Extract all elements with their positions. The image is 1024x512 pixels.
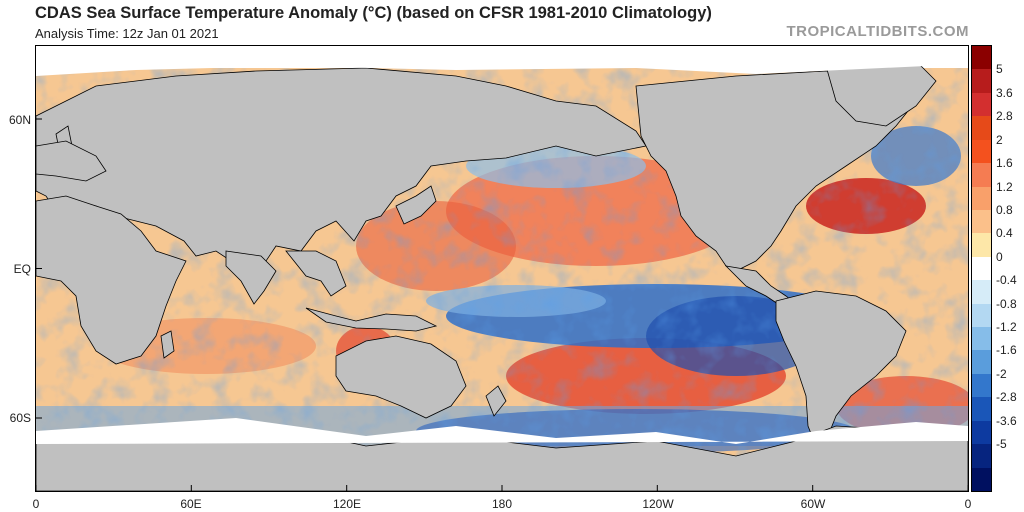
australia-landmass [335,335,467,419]
lat-label-eq: EQ [13,262,31,276]
colorbar-label: 1.2 [996,179,1013,194]
colorbar-segment [972,373,991,398]
lon-label-180: 180 [491,497,513,511]
map-tick-marks [36,118,968,491]
lat-label-60n: 60N [8,113,31,127]
arctic-ice [36,46,968,76]
lat-label-60s: 60S [9,411,31,425]
colorbar-segment [972,444,991,469]
new-zealand-landmass [485,385,507,417]
colorbar [971,45,992,492]
southeast-asia-landmass [285,250,347,297]
colorbar-label: 1.6 [996,156,1013,171]
colorbar-segment [972,350,991,375]
sea-ice [36,46,968,444]
colorbar-segment [972,92,991,117]
colorbar-segment [972,280,991,305]
colorbar-segment [972,186,991,211]
colorbar-segment [972,233,991,258]
lon-label-60w: 60W [800,497,826,511]
map-title: CDAS Sea Surface Temperature Anomaly (°C… [35,4,712,22]
colorbar-segment [972,209,991,234]
antarctic-ice [36,418,968,444]
colorbar-label: 0.8 [996,202,1013,217]
south-america-landmass [775,290,907,447]
colorbar-label: -0.8 [996,296,1017,311]
madagascar-landmass [160,330,175,359]
analysis-time: Analysis Time: 12z Jan 01 2021 [35,26,219,41]
japan-landmass [395,185,437,225]
colorbar-label: 0 [996,249,1003,264]
lon-label-0-east: 0 [964,497,972,511]
colorbar-segment [972,420,991,445]
lon-label-0-west: 0 [32,497,40,511]
colorbar-label: -2 [996,366,1007,381]
colorbar-segment [972,303,991,328]
colorbar-segment [972,69,991,94]
africa-landmass [36,195,187,365]
colorbar-segment [972,256,991,281]
colorbar-label: -1.6 [996,343,1017,358]
colorbar-label: 0.4 [996,226,1013,241]
india-landmass [225,250,277,305]
colorbar-label: -2.8 [996,390,1017,405]
colorbar-label: -1.2 [996,320,1017,335]
western-europe-landmass [36,140,107,182]
lon-label-120w: 120W [642,497,674,511]
colorbar-segment [972,467,991,491]
colorbar-label: 5 [996,62,1003,77]
colorbar-segment [972,139,991,164]
brand-watermark: TROPICALTIDBITS.COM [786,23,969,40]
colorbar-segment [972,46,991,70]
colorbar-label: -3.6 [996,413,1017,428]
colorbar-label: -5 [996,437,1007,452]
lon-label-60e: 60E [180,497,202,511]
colorbar-segment [972,397,991,422]
lon-label-120e: 120E [332,497,362,511]
colorbar-segment [972,163,991,187]
colorbar-segment [972,116,991,141]
colorbar-label: 2 [996,132,1003,147]
colorbar-segment [972,327,991,351]
sst-anomaly-map [35,45,969,492]
indonesia-landmass [305,307,438,332]
colorbar-label: 2.8 [996,109,1013,124]
colorbar-label: -0.4 [996,273,1017,288]
colorbar-label: 3.6 [996,85,1013,100]
